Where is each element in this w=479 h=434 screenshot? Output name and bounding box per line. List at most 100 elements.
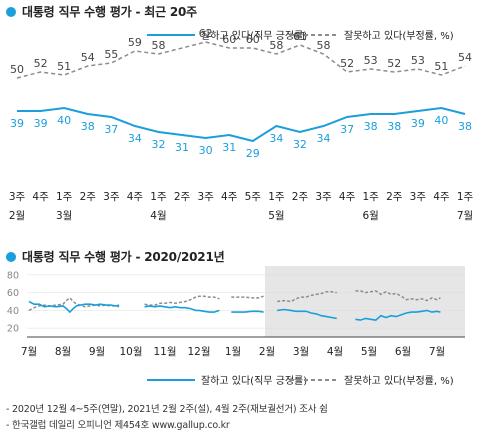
disapprove-data-label: 52	[387, 57, 401, 70]
approve-data-label: 31	[222, 141, 236, 154]
disapprove-data-label: 54	[81, 51, 95, 64]
legend-disapprove-label: 잘못하고 있다(부정률, %)	[344, 374, 454, 387]
bullet-dot-icon	[6, 6, 16, 17]
x-tick-label-week: 4주	[32, 191, 49, 203]
approve-data-label: 40	[434, 114, 448, 127]
shaded-2021-region	[265, 266, 465, 337]
approve-data-label: 34	[269, 132, 283, 145]
approve-data-label: 32	[151, 138, 165, 151]
x-tick-label-month: 12월	[187, 346, 210, 358]
chart1-legend: 잘하고 있다(직무 긍정률) 잘못하고 있다(부정률, %)	[147, 29, 454, 42]
approve-data-label: 38	[387, 120, 401, 133]
disapprove-data-label: 52	[340, 57, 354, 70]
approve-data-label: 39	[34, 117, 48, 130]
x-tick-label-month: 11월	[153, 346, 176, 358]
x-tick-label-month: 1월	[225, 346, 241, 358]
x-tick-label-month: 3월	[293, 346, 309, 358]
approve-data-label: 31	[175, 141, 189, 154]
x-tick-label-week: 2주	[386, 191, 403, 203]
x-tick-label-week: 4주	[221, 191, 238, 203]
approve-data-label: 29	[246, 147, 260, 160]
x-tick-label-month: 2월	[9, 210, 25, 222]
disapprove-data-label: 60	[222, 33, 236, 46]
x-tick-label-week: 1주	[363, 191, 380, 203]
approve-trend-segment	[231, 310, 264, 313]
x-tick-label-month: 10월	[119, 346, 142, 358]
disapprove-trend-segment	[355, 290, 441, 302]
chart1-recent-20-weeks: 잘하고 있다(직무 긍정률) 잘못하고 있다(부정률, %) 39 39 40 38 37 3…	[9, 27, 474, 222]
x-tick-label-week: 1주	[268, 191, 285, 203]
approve-data-label: 37	[340, 123, 354, 136]
y-tick-label: 40	[7, 306, 19, 317]
chart1-title-text: 대통령 직무 수행 평가 - 최근 20주	[22, 5, 198, 19]
x-tick-label-month: 5월	[361, 346, 377, 358]
disapprove-trend-segment	[277, 290, 337, 303]
legend-approve-label: 잘하고 있다(직무 긍정률)	[201, 374, 307, 387]
bullet-dot-icon	[6, 251, 16, 262]
disapprove-data-label: 53	[364, 54, 378, 67]
x-tick-label-month: 9월	[89, 346, 105, 358]
approve-trend-segment	[277, 308, 337, 320]
chart1-title: 대통령 직무 수행 평가 - 최근 20주	[6, 3, 197, 20]
legend-approve-label: 잘하고 있다(직무 긍정률)	[201, 29, 307, 42]
y-tick-label: 80	[7, 270, 19, 281]
chart2-2020-2021: 20 40 60 80 7월 8월 9월 10월 11월 12월 1월 2월 3월 4월 5월 6월 7월잘하고…	[7, 266, 465, 387]
approve-data-label: 38	[458, 120, 472, 133]
x-tick-label-month: 4월	[327, 346, 343, 358]
approve-data-label: 34	[317, 132, 331, 145]
x-tick-label-month: 2월	[259, 346, 275, 358]
approve-data-label: 38	[364, 120, 378, 133]
disapprove-data-label: 59	[128, 36, 142, 49]
x-tick-label-week: 3주	[103, 191, 120, 203]
disapprove-data-label: 55	[104, 48, 118, 61]
x-tick-label-month: 4월	[150, 210, 166, 222]
disapprove-data-label: 50	[10, 63, 24, 76]
approve-trend-segment	[355, 309, 441, 321]
x-tick-label-month: 3월	[56, 210, 72, 222]
x-tick-label-week: 3주	[410, 191, 427, 203]
disapprove-data-label: 58	[269, 39, 283, 52]
x-tick-label-week: 5주	[245, 191, 262, 203]
x-tick-label-week: 4주	[339, 191, 356, 203]
x-tick-label-month: 7월	[21, 346, 37, 358]
x-tick-label-week: 3주	[9, 191, 26, 203]
x-tick-label-week: 1주	[457, 191, 474, 203]
disapprove-data-label: 61	[293, 30, 307, 43]
x-tick-label-week: 3주	[197, 191, 214, 203]
x-tick-label-month: 6월	[363, 210, 379, 222]
x-tick-label-month: 5월	[268, 210, 284, 222]
approve-trend-segment	[28, 300, 120, 314]
disapprove-data-label: 58	[151, 39, 165, 52]
footnote-source: - 한국갤럽 데일리 오피니언 제454호 www.gallup.co.kr	[6, 420, 230, 431]
approve-data-label: 39	[411, 117, 425, 130]
x-tick-label-week: 1주	[56, 191, 73, 203]
x-tick-label-week: 2주	[80, 191, 97, 203]
y-tick-label: 60	[7, 288, 19, 299]
x-tick-label-week: 1주	[150, 191, 167, 203]
approve-trend-segment	[144, 305, 220, 313]
legend-disapprove-label: 잘못하고 있다(부정률, %)	[344, 29, 454, 42]
disapprove-data-label: 51	[57, 60, 71, 73]
disapprove-data-label: 51	[434, 60, 448, 73]
disapprove-data-label: 58	[317, 39, 331, 52]
disapprove-series-line	[16, 41, 466, 79]
approve-data-label: 32	[293, 138, 307, 151]
disapprove-data-label: 54	[458, 51, 472, 64]
disapprove-data-label: 60	[246, 33, 260, 46]
x-tick-label-week: 2주	[292, 191, 309, 203]
approve-series-line	[17, 106, 466, 143]
disapprove-data-label: 62	[199, 27, 213, 40]
approve-data-label: 34	[128, 132, 142, 145]
approve-data-label: 38	[81, 120, 95, 133]
x-tick-label-week: 4주	[433, 191, 450, 203]
chart2-legend: 잘하고 있다(직무 긍정률) 잘못하고 있다(부정률, %)	[147, 374, 454, 387]
x-tick-label-month: 6월	[395, 346, 411, 358]
x-tick-label-week: 2주	[174, 191, 191, 203]
x-tick-label-week: 4주	[127, 191, 144, 203]
approve-data-label: 39	[10, 117, 24, 130]
approve-data-label: 40	[57, 114, 71, 127]
approve-data-label: 37	[104, 123, 118, 136]
disapprove-trend-segment	[231, 295, 264, 299]
x-tick-label-month: 7월	[457, 210, 473, 222]
y-tick-label: 20	[7, 324, 19, 335]
